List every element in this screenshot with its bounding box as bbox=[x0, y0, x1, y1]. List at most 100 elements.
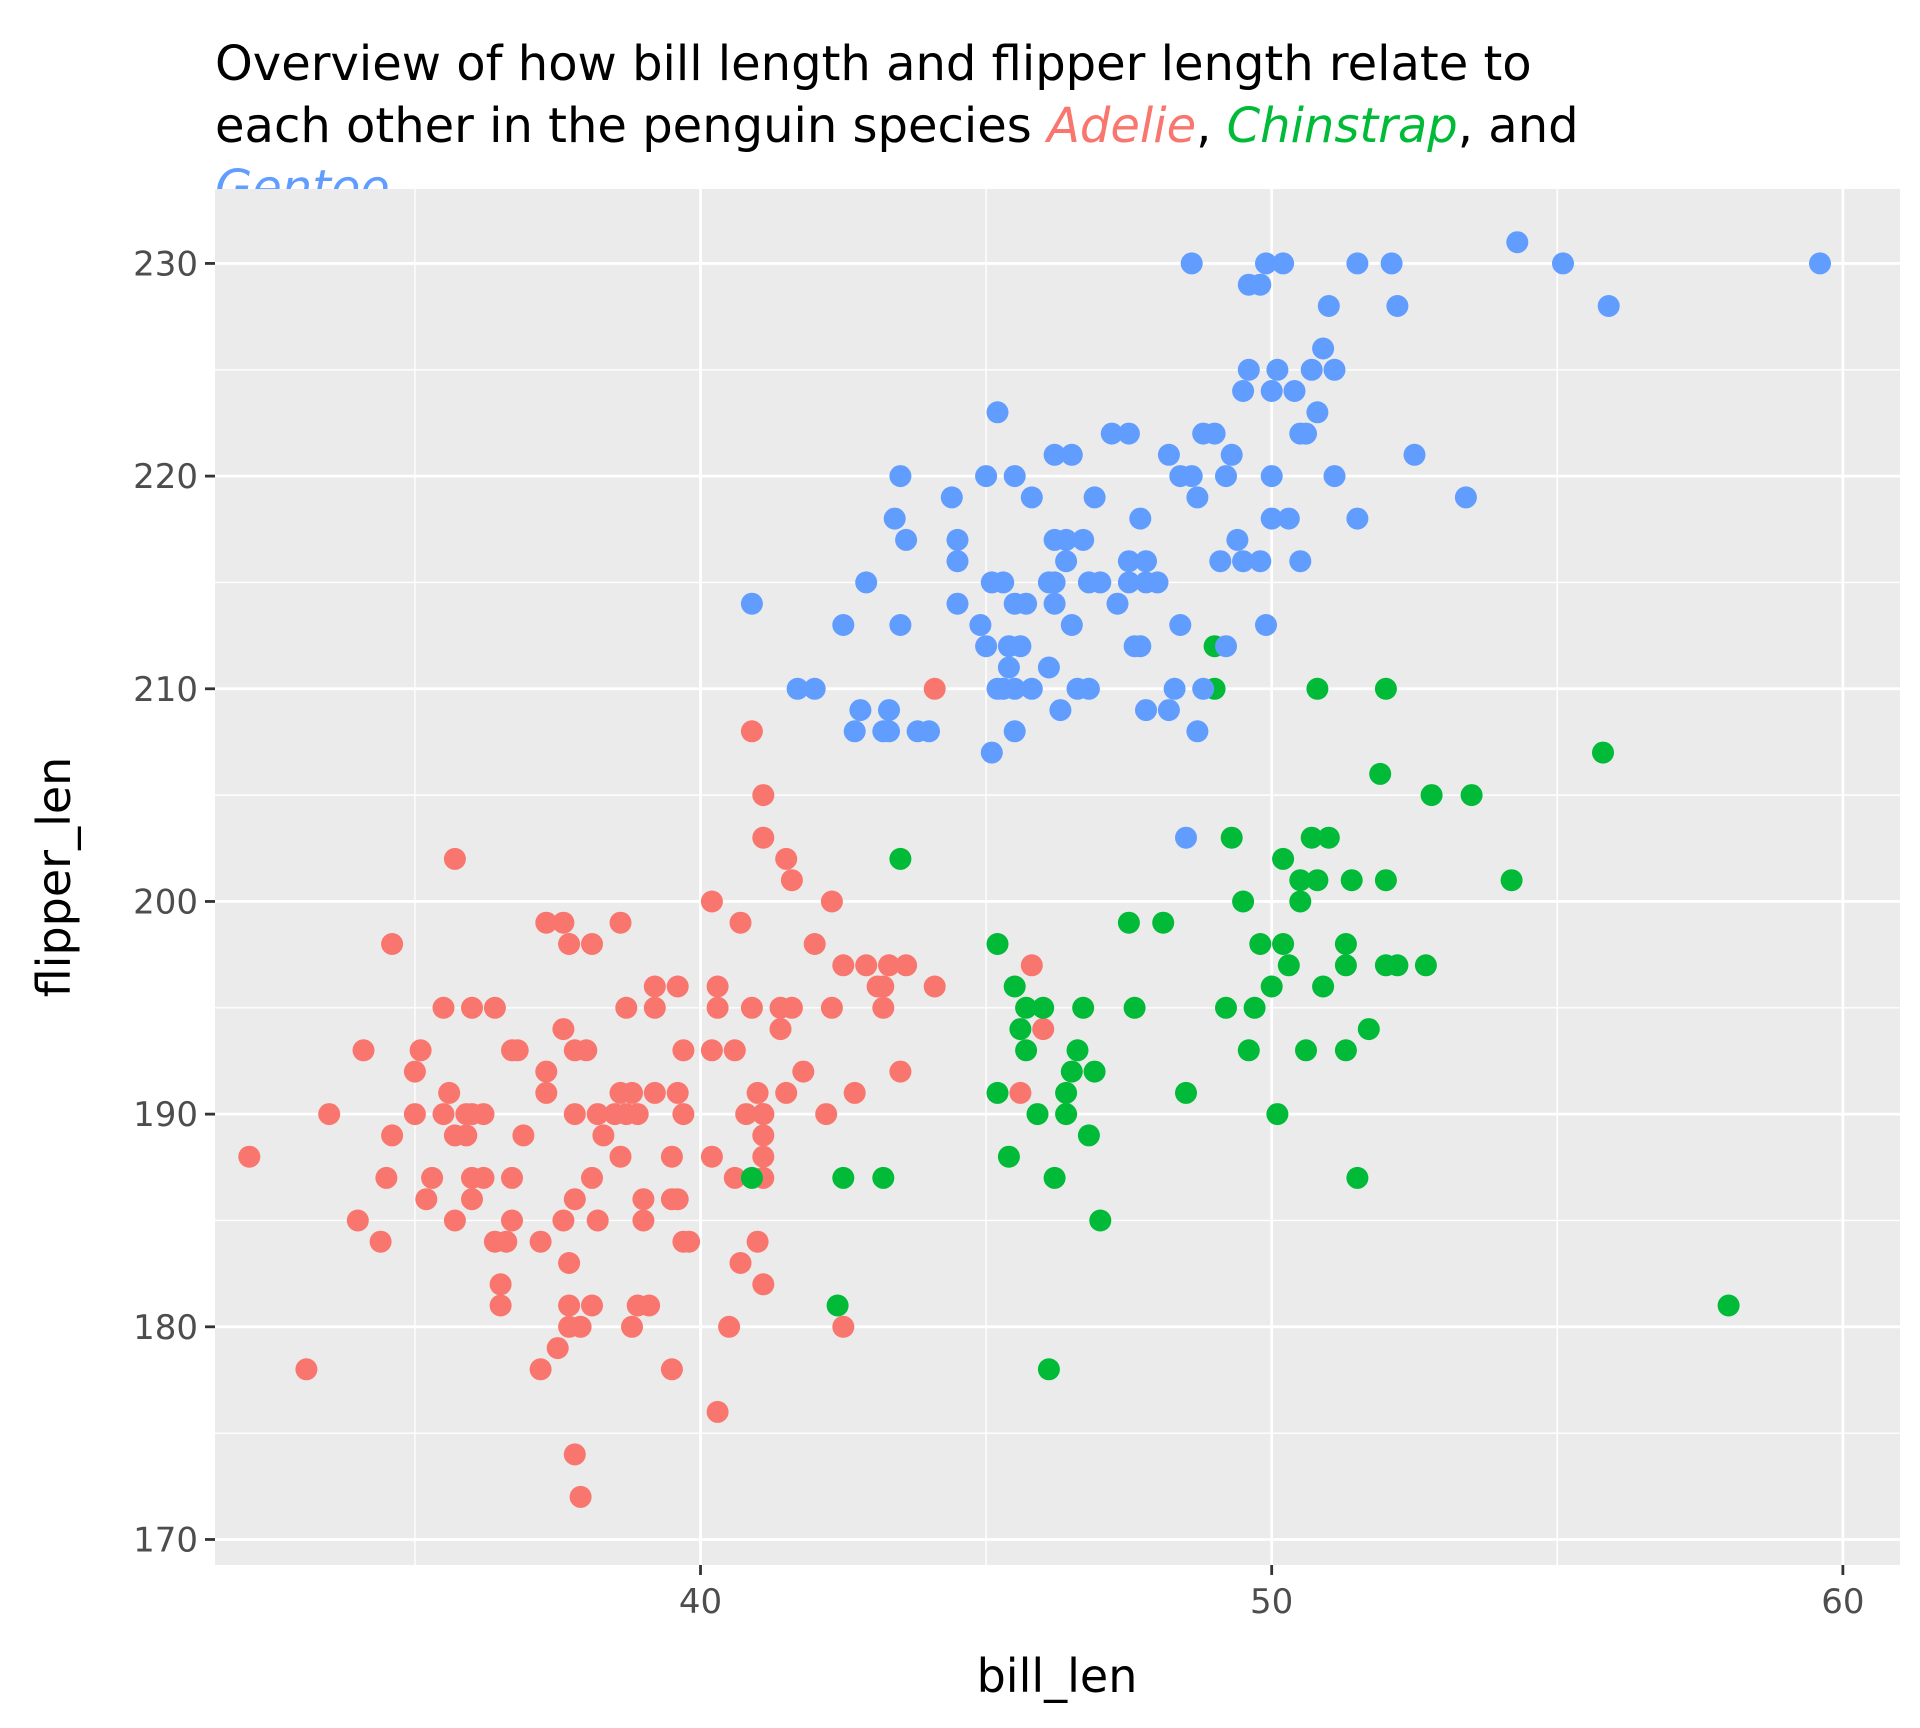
point-gentoo bbox=[1009, 635, 1032, 658]
point-adelie bbox=[740, 720, 763, 743]
point-adelie bbox=[381, 933, 404, 955]
point-gentoo bbox=[1249, 550, 1272, 573]
point-adelie bbox=[723, 1039, 746, 1062]
point-gentoo bbox=[1215, 635, 1237, 658]
plot-panel bbox=[215, 189, 1900, 1565]
point-adelie bbox=[923, 677, 946, 700]
point-gentoo bbox=[969, 614, 992, 636]
point-gentoo bbox=[1020, 486, 1043, 509]
point-chinstrap bbox=[997, 1145, 1020, 1168]
y-tick-label: 180 bbox=[133, 1308, 198, 1348]
point-gentoo bbox=[980, 741, 1003, 764]
point-adelie bbox=[586, 1209, 609, 1232]
point-gentoo bbox=[1260, 465, 1283, 488]
point-gentoo bbox=[1169, 614, 1192, 636]
point-adelie bbox=[735, 1103, 758, 1126]
point-chinstrap bbox=[1374, 677, 1397, 700]
point-adelie bbox=[895, 954, 918, 977]
point-chinstrap bbox=[1500, 869, 1523, 892]
point-adelie bbox=[563, 1443, 586, 1466]
point-chinstrap bbox=[1300, 826, 1323, 849]
point-gentoo bbox=[1015, 592, 1038, 615]
point-adelie bbox=[535, 911, 558, 934]
point-gentoo bbox=[1186, 720, 1209, 743]
point-chinstrap bbox=[1026, 1103, 1049, 1126]
x-tick-label: 50 bbox=[1250, 1582, 1293, 1622]
point-gentoo bbox=[1043, 571, 1066, 594]
point-chinstrap bbox=[1232, 890, 1255, 913]
point-adelie bbox=[672, 1103, 695, 1126]
point-chinstrap bbox=[889, 847, 912, 870]
point-gentoo bbox=[878, 720, 900, 743]
point-adelie bbox=[501, 1209, 523, 1232]
point-chinstrap bbox=[1717, 1294, 1740, 1317]
point-adelie bbox=[352, 1039, 375, 1062]
point-adelie bbox=[512, 1124, 535, 1147]
point-gentoo bbox=[1552, 252, 1574, 275]
point-chinstrap bbox=[1243, 996, 1266, 1019]
x-axis: 40 50 60 bbox=[679, 1565, 1865, 1622]
point-chinstrap bbox=[1289, 890, 1312, 913]
point-gentoo bbox=[1157, 699, 1180, 722]
title-segment: Chinstrap bbox=[1227, 98, 1458, 154]
point-gentoo bbox=[1380, 252, 1403, 275]
point-gentoo bbox=[1135, 699, 1157, 722]
point-adelie bbox=[558, 1252, 581, 1274]
point-adelie bbox=[581, 1294, 603, 1317]
point-adelie bbox=[443, 847, 466, 870]
point-gentoo bbox=[1180, 465, 1203, 488]
point-chinstrap bbox=[1003, 975, 1026, 998]
point-adelie bbox=[409, 1039, 432, 1062]
point-gentoo bbox=[1255, 252, 1277, 275]
point-chinstrap bbox=[1306, 677, 1329, 700]
data-points bbox=[238, 231, 1831, 1508]
point-adelie bbox=[592, 1124, 615, 1147]
point-gentoo bbox=[1346, 252, 1369, 275]
point-adelie bbox=[752, 1145, 775, 1168]
point-gentoo bbox=[1454, 486, 1477, 509]
point-adelie bbox=[855, 954, 878, 977]
point-gentoo bbox=[1043, 443, 1066, 466]
point-chinstrap bbox=[1055, 1081, 1078, 1104]
point-adelie bbox=[700, 1039, 723, 1062]
x-axis-title: bill_len bbox=[977, 1649, 1138, 1703]
point-adelie bbox=[718, 1315, 741, 1338]
point-adelie bbox=[575, 1039, 598, 1062]
point-gentoo bbox=[1003, 677, 1026, 700]
point-adelie bbox=[506, 1039, 529, 1062]
point-gentoo bbox=[1277, 507, 1300, 530]
point-adelie bbox=[489, 1273, 512, 1296]
point-adelie bbox=[621, 1315, 643, 1338]
point-chinstrap bbox=[872, 1166, 895, 1189]
point-gentoo bbox=[1260, 507, 1283, 530]
point-gentoo bbox=[1317, 295, 1340, 317]
point-chinstrap bbox=[1357, 1018, 1380, 1041]
point-gentoo bbox=[1060, 443, 1083, 466]
point-adelie bbox=[706, 996, 729, 1019]
point-adelie bbox=[552, 1209, 575, 1232]
point-gentoo bbox=[992, 571, 1015, 594]
point-adelie bbox=[483, 996, 506, 1019]
point-chinstrap bbox=[1249, 933, 1272, 955]
point-adelie bbox=[832, 954, 855, 977]
point-chinstrap bbox=[1272, 847, 1295, 870]
point-adelie bbox=[666, 975, 689, 998]
title-line-2: each other in the penguin species Adelie… bbox=[215, 98, 1579, 154]
point-adelie bbox=[815, 1103, 838, 1126]
y-axis-title: flipper_len bbox=[27, 757, 81, 998]
point-gentoo bbox=[889, 465, 912, 488]
x-tick-label: 60 bbox=[1821, 1582, 1864, 1622]
point-chinstrap bbox=[1066, 1039, 1089, 1062]
y-tick-label: 170 bbox=[133, 1520, 198, 1560]
point-chinstrap bbox=[1089, 1209, 1112, 1232]
point-gentoo bbox=[1175, 826, 1197, 849]
point-adelie bbox=[700, 890, 723, 913]
point-chinstrap bbox=[1123, 996, 1146, 1019]
point-adelie bbox=[295, 1358, 318, 1381]
point-gentoo bbox=[832, 614, 855, 636]
point-gentoo bbox=[1346, 507, 1369, 530]
point-adelie bbox=[638, 1294, 661, 1317]
point-gentoo bbox=[1157, 443, 1180, 466]
point-adelie bbox=[609, 1145, 632, 1168]
point-chinstrap bbox=[1592, 741, 1614, 764]
